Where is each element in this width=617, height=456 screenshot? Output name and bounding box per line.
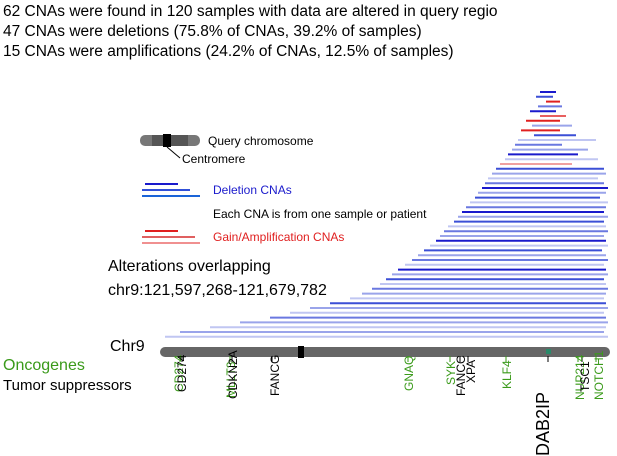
legend-deletion-lines — [142, 183, 200, 197]
chromosome-label: Chr9 — [110, 338, 145, 355]
cna-bars — [165, 91, 608, 338]
oncogenes-label: Oncogenes — [3, 357, 85, 374]
legend-centromere-label: Centromere — [182, 152, 246, 166]
chromosome-bar — [160, 346, 610, 358]
alterations-region: chr9:121,597,268-121,679,782 — [108, 282, 327, 299]
summary-line-amplifications: 15 CNAs were amplifications (24.2% of CN… — [3, 43, 454, 60]
gene-label-fancg: FANCG — [268, 354, 282, 396]
gene-label-xpa: XPA — [464, 359, 478, 383]
gene-ticks — [179, 356, 597, 362]
gene-label-cd274: CD274 — [175, 354, 189, 392]
gene-label-tsc1: TSC1 — [578, 361, 592, 392]
legend-deletion-label: Deletion CNAs — [213, 183, 292, 197]
gene-label-dab2ip: DAB2IP — [533, 391, 553, 456]
summary-line-deletions: 47 CNAs were deletions (75.8% of CNAs, 3… — [3, 23, 422, 40]
legend-gain-label: Gain/Amplification CNAs — [213, 230, 345, 244]
legend-chromosome-icon — [140, 134, 200, 159]
gene-label-gnaq: GNAQ — [402, 355, 416, 391]
legend-each-cna-label: Each CNA is from one sample or patient — [213, 207, 427, 221]
gene-label-cdkn2a: CDKN2A — [226, 350, 240, 399]
legend-query-chromosome-label: Query chromosome — [208, 134, 314, 148]
legend-gain-lines — [142, 230, 200, 244]
summary-line-cna-count: 62 CNAs were found in 120 samples with d… — [3, 3, 498, 20]
gene-label-notch1: NOTCH1 — [592, 350, 606, 400]
alterations-title: Alterations overlapping — [108, 258, 271, 275]
gene-label-klf4: KLF4 — [500, 360, 514, 389]
tumor-suppressors-label: Tumor suppressors — [3, 377, 132, 394]
